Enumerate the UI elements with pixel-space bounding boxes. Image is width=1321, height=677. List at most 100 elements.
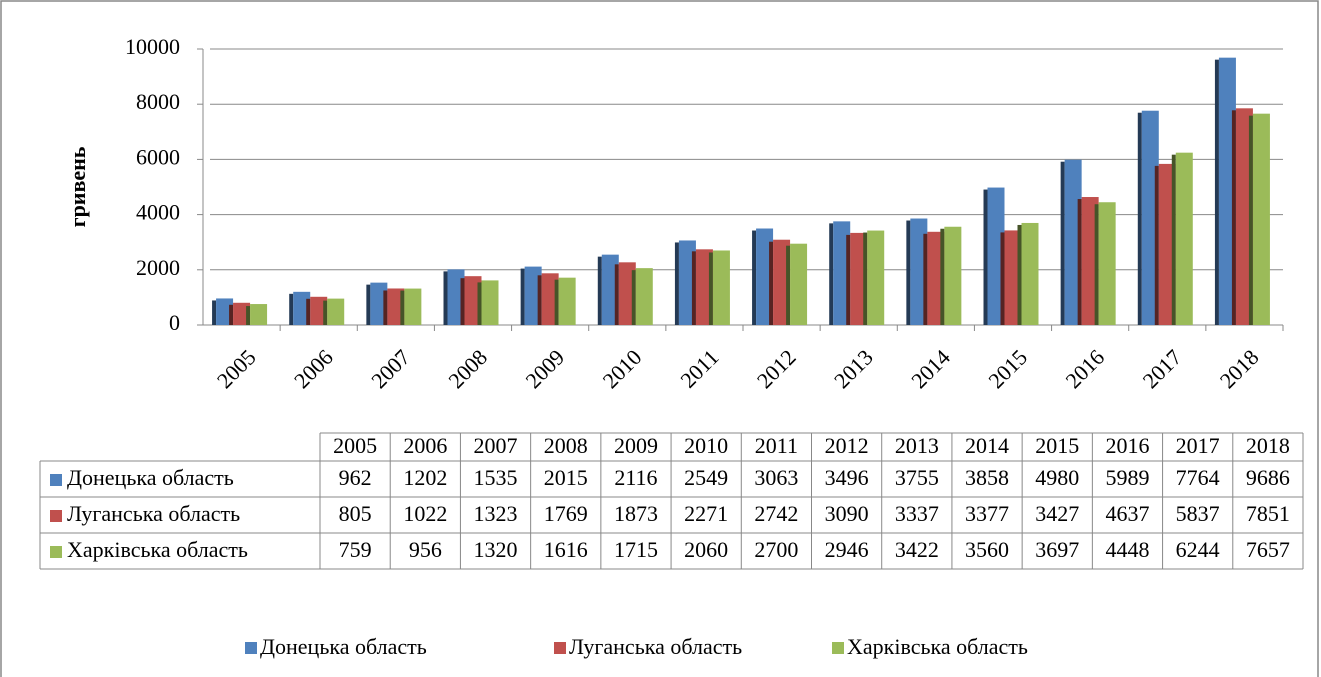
bar-side	[306, 298, 311, 325]
table-cell: 3063	[754, 465, 798, 490]
table-cell: 1715	[614, 537, 658, 562]
legend-label: Харківська область	[847, 634, 1028, 659]
bar	[1004, 230, 1022, 325]
table-header: 2011	[755, 433, 798, 458]
table-cell: 1769	[544, 501, 588, 526]
bar	[927, 231, 945, 325]
legend-label: Донецька область	[260, 634, 427, 659]
bar	[233, 302, 251, 325]
bar	[1252, 113, 1270, 325]
bar-side	[537, 275, 542, 325]
bar-side	[1137, 112, 1142, 326]
bar-side	[400, 290, 405, 325]
bar	[833, 221, 851, 325]
table-cell: 1022	[403, 501, 447, 526]
bar-side	[631, 270, 636, 325]
table-row-label: Донецька область	[67, 465, 234, 490]
bar	[310, 296, 328, 325]
bar	[678, 240, 696, 325]
bar-side	[597, 256, 602, 325]
bar-side	[383, 290, 388, 325]
bar	[293, 291, 311, 325]
bar-side	[1154, 165, 1159, 325]
table-cell: 3337	[895, 501, 939, 526]
bar	[944, 226, 962, 325]
table-header: 2014	[965, 433, 1009, 458]
bar-side	[1060, 161, 1065, 325]
bar-side	[1231, 110, 1236, 325]
table-cell: 6244	[1176, 537, 1220, 562]
bar	[464, 276, 482, 325]
legend-key	[832, 642, 844, 654]
legend-label: Луганська область	[569, 634, 742, 659]
bar-side	[460, 278, 465, 325]
legend-key	[245, 642, 257, 654]
bar	[867, 230, 885, 325]
table-cell: 1202	[403, 465, 447, 490]
table-cell: 3496	[825, 465, 869, 490]
table-cell: 3377	[965, 501, 1009, 526]
bar-side	[691, 251, 696, 325]
bar	[773, 239, 791, 325]
bar-side	[829, 223, 834, 325]
y-tick-label: 0	[169, 310, 180, 335]
table-header: 2013	[895, 433, 939, 458]
table-cell: 3560	[965, 537, 1009, 562]
table-cell: 3422	[895, 537, 939, 562]
table-row-label: Луганська область	[67, 501, 240, 526]
bar	[1218, 57, 1236, 325]
table-cell: 3427	[1035, 501, 1079, 526]
y-tick-label: 6000	[136, 144, 180, 169]
bar	[635, 268, 653, 325]
table-cell: 2015	[544, 465, 588, 490]
table-header: 2010	[684, 433, 728, 458]
bar-side	[1077, 199, 1082, 325]
y-axis-label: гривень	[65, 146, 90, 227]
table-cell: 1323	[474, 501, 518, 526]
bar	[987, 187, 1005, 325]
table-cell: 9686	[1246, 465, 1290, 490]
y-tick-label: 2000	[136, 255, 180, 280]
bar	[1175, 152, 1193, 325]
bar-side	[1017, 224, 1022, 325]
table-cell: 2946	[825, 537, 869, 562]
table-cell: 2271	[684, 501, 728, 526]
table-header: 2009	[614, 433, 658, 458]
table-legend-key	[50, 546, 62, 558]
table-row-label: Харківська область	[67, 537, 248, 562]
bar	[1081, 197, 1099, 325]
bar-side	[443, 271, 448, 325]
table-cell: 2700	[754, 537, 798, 562]
bar-side	[786, 245, 791, 325]
bar-side	[246, 306, 251, 325]
bar	[524, 266, 542, 325]
bar	[1098, 202, 1116, 325]
legend-key	[554, 642, 566, 654]
table-cell: 1873	[614, 501, 658, 526]
table-header: 2016	[1105, 433, 1149, 458]
bar-side	[863, 232, 868, 325]
table-cell: 2116	[614, 465, 657, 490]
bar-side	[1171, 154, 1176, 325]
table-cell: 4448	[1105, 537, 1149, 562]
y-tick-label: 10000	[125, 34, 180, 59]
bar	[404, 288, 422, 325]
bar	[618, 262, 636, 325]
table-legend-key	[50, 474, 62, 486]
bar	[327, 298, 345, 325]
table-header: 2012	[825, 433, 869, 458]
table-cell: 7657	[1246, 537, 1290, 562]
bar	[1235, 108, 1253, 325]
bar-side	[846, 234, 851, 325]
table-cell: 3090	[825, 501, 869, 526]
bar-side	[477, 282, 482, 325]
bar	[790, 243, 808, 325]
bar-side	[366, 284, 371, 325]
bar	[250, 304, 268, 325]
bar	[558, 277, 576, 325]
bar	[387, 288, 405, 325]
bar	[1141, 110, 1159, 326]
table-cell: 956	[409, 537, 442, 562]
